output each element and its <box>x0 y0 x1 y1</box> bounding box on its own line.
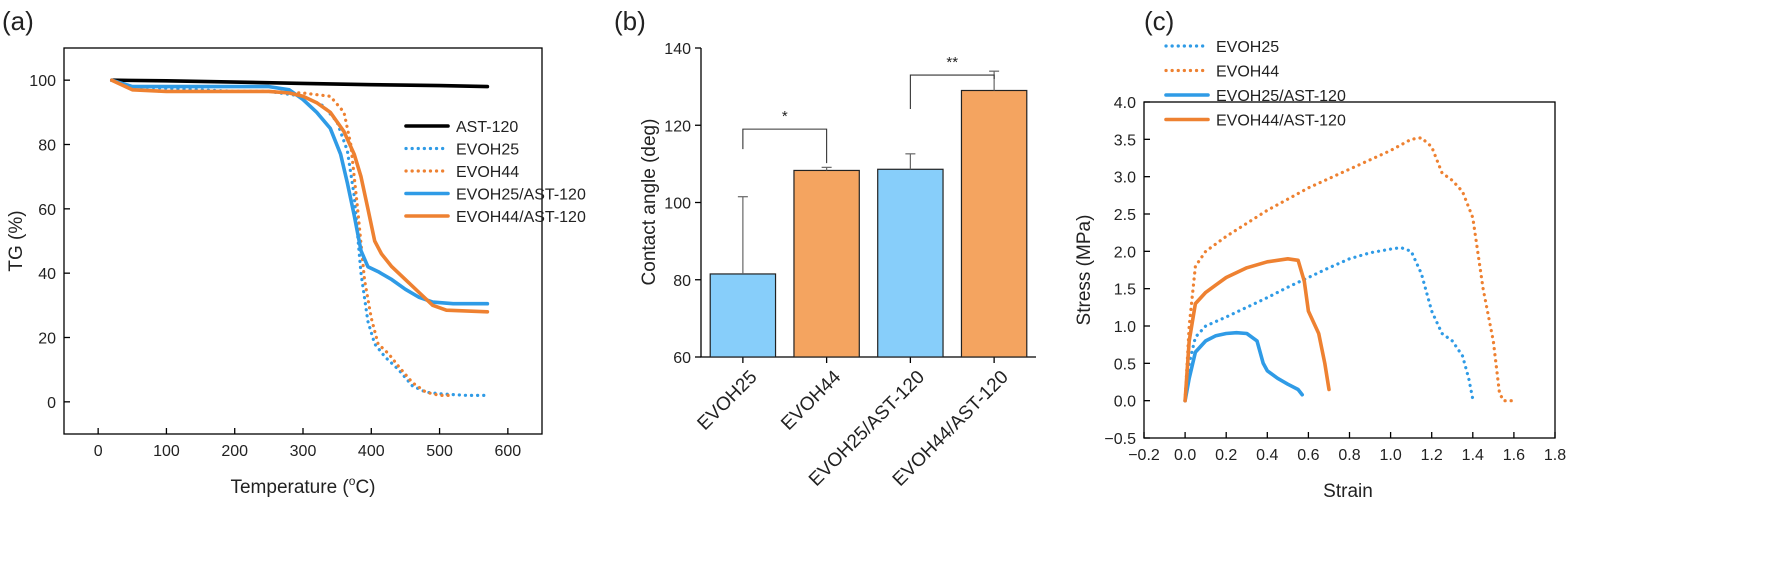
panel-c-y-tick-label-1: 0.0 <box>1114 394 1136 411</box>
panel-a-series-line-3 <box>110 78 490 306</box>
panel-a-series-line-4 <box>110 78 490 314</box>
panel-a-x-axis-title: Temperature (oC) <box>230 474 375 498</box>
panel-b-category-label-1: EVOH44 <box>777 366 845 434</box>
panel-c-x-tick-label-5: 0.8 <box>1338 447 1360 464</box>
panel-b-bar-3 <box>960 89 1028 358</box>
panel-a-series <box>110 78 490 397</box>
panel-b-significance: *** <box>742 54 995 164</box>
panel-a-ticks: 0 100 200 300 400 500 600 0 20 40 60 80 100 <box>29 73 521 460</box>
panel-c-x-tick-label-7: 1.2 <box>1421 447 1443 464</box>
panel-a-y-tick-label-2: 40 <box>38 266 56 283</box>
panel-c-x-tick-label-2: 0.2 <box>1215 447 1237 464</box>
panel-a-x-tick-label-5: 500 <box>426 443 453 460</box>
panel-c-x-tick-label-6: 1.0 <box>1379 447 1401 464</box>
panel-c-y-tick-label-9: 4.0 <box>1114 95 1136 112</box>
panel-a-x-tick-label-6: 600 <box>495 443 522 460</box>
panel-c-y-tick-label-2: 0.5 <box>1114 356 1136 373</box>
panel-c-x-axis-title: Strain <box>1323 481 1373 502</box>
panel-c-series-line-2 <box>1183 330 1304 403</box>
panel-b-bar-2 <box>877 168 944 358</box>
panel-b-significance-bracket-1 <box>909 74 995 110</box>
panel-a-y-tick-label-0: 0 <box>47 395 56 412</box>
panel-label-a: (a) <box>2 6 34 36</box>
panel-a-series-line-1 <box>110 78 489 397</box>
panel-a-legend: AST-120 EVOH25 EVOH44 EVOH25/AST-120 EVOH44/… <box>404 119 586 226</box>
panel-c-y-tick-label-8: 3.5 <box>1114 132 1136 149</box>
panel-c-x-tick-label-8: 1.4 <box>1462 447 1484 464</box>
panel-a-y-tick-label-1: 20 <box>38 331 56 348</box>
panel-a-y-axis-title: TG (%) <box>6 210 27 271</box>
panel-c-y-tick-label-4: 1.5 <box>1114 282 1136 299</box>
panel-b-y-tick-label-2: 100 <box>664 196 691 213</box>
panel-b-category-label-0: EVOH25 <box>694 367 762 435</box>
panel-b-significance-label-1: ** <box>946 54 958 71</box>
panel-c-legend: EVOH25 EVOH44 EVOH25/AST-120 EVOH44/AST-120 <box>1164 39 1346 130</box>
panel-b-y-tick-label-3: 120 <box>664 118 691 135</box>
panel-a-x-tick-label-1: 100 <box>153 443 180 460</box>
panel-c-y-tick-label-0: −0.5 <box>1104 431 1136 448</box>
panel-a-legend-label-4: EVOH44/AST-120 <box>456 209 586 226</box>
panel-c-legend-label-3: EVOH44/AST-120 <box>1216 113 1346 130</box>
panel-b-y-axis-title: Contact angle (deg) <box>639 119 660 286</box>
panel-c-x-tick-label-10: 1.8 <box>1544 447 1566 464</box>
panel-c-ticks: −0.2 0.0 0.2 0.4 0.6 0.8 1.0 1.2 1.4 1.6 1.8 −0.5 0.… <box>1104 95 1566 464</box>
panel-a-series-line-0 <box>110 78 490 89</box>
panel-a-x-tick-label-4: 400 <box>358 443 385 460</box>
panel-c-legend-label-1: EVOH44 <box>1216 64 1279 81</box>
panel-a-legend-label-1: EVOH25 <box>456 142 519 159</box>
panel-c-series <box>1183 136 1516 403</box>
panel-a-series-line-2 <box>110 78 455 397</box>
panel-a-legend-label-3: EVOH25/AST-120 <box>456 187 586 204</box>
panel-c-series-line-0 <box>1183 246 1475 403</box>
panel-a-legend-label-0: AST-120 <box>456 119 518 136</box>
panel-c-series-line-3 <box>1183 257 1331 403</box>
panel-a-x-tick-label-0: 0 <box>94 443 103 460</box>
panel-b-bar-1 <box>793 169 860 358</box>
panel-b-y-tick-label-1: 80 <box>673 273 691 290</box>
panel-b-significance-label-0: * <box>782 108 788 125</box>
panel-a-legend-label-2: EVOH44 <box>456 164 519 181</box>
panel-c-series-line-1 <box>1183 136 1516 403</box>
panel-c-x-tick-label-0: −0.2 <box>1128 447 1160 464</box>
panel-a-y-tick-label-3: 60 <box>38 202 56 219</box>
panel-c-y-axis-title: Stress (MPa) <box>1074 215 1095 326</box>
panel-c-x-tick-label-1: 0.0 <box>1174 447 1196 464</box>
panel-c-stress-strain-chart: −0.2 0.0 0.2 0.4 0.6 0.8 1.0 1.2 1.4 1.6 1.8 −0.5 0.… <box>1074 39 1566 502</box>
panel-c-x-tick-label-3: 0.4 <box>1256 447 1278 464</box>
panel-c-y-tick-label-3: 1.0 <box>1114 319 1136 336</box>
panel-c-x-tick-label-4: 0.6 <box>1297 447 1319 464</box>
panel-b-significance-bracket-0 <box>742 128 828 164</box>
panel-a-x-tick-label-3: 300 <box>290 443 317 460</box>
panel-b-bar-0 <box>709 273 777 358</box>
panel-c-legend-label-2: EVOH25/AST-120 <box>1216 88 1346 105</box>
panel-a-tg-chart: 0 100 200 300 400 500 600 0 20 40 60 80 100 AST-120 E… <box>6 47 586 498</box>
panel-label-c: (c) <box>1144 6 1174 36</box>
panel-a-x-tick-label-2: 200 <box>221 443 248 460</box>
panel-c-legend-label-0: EVOH25 <box>1216 39 1279 56</box>
panel-a-y-tick-label-5: 100 <box>29 73 56 90</box>
panel-b-y-tick-label-0: 60 <box>673 350 691 367</box>
panel-a-plot-frame <box>63 47 543 435</box>
panel-c-plot-frame <box>1143 101 1556 439</box>
panel-b-bars <box>709 70 1028 358</box>
panel-c-y-tick-label-5: 2.0 <box>1114 244 1136 261</box>
panel-b-y-tick-label-4: 140 <box>664 41 691 58</box>
panel-c-y-tick-label-6: 2.5 <box>1114 207 1136 224</box>
panel-label-b: (b) <box>614 6 646 36</box>
panel-a-y-tick-label-4: 80 <box>38 138 56 155</box>
panel-c-x-tick-label-9: 1.6 <box>1503 447 1525 464</box>
panel-c-y-tick-label-7: 3.0 <box>1114 170 1136 187</box>
